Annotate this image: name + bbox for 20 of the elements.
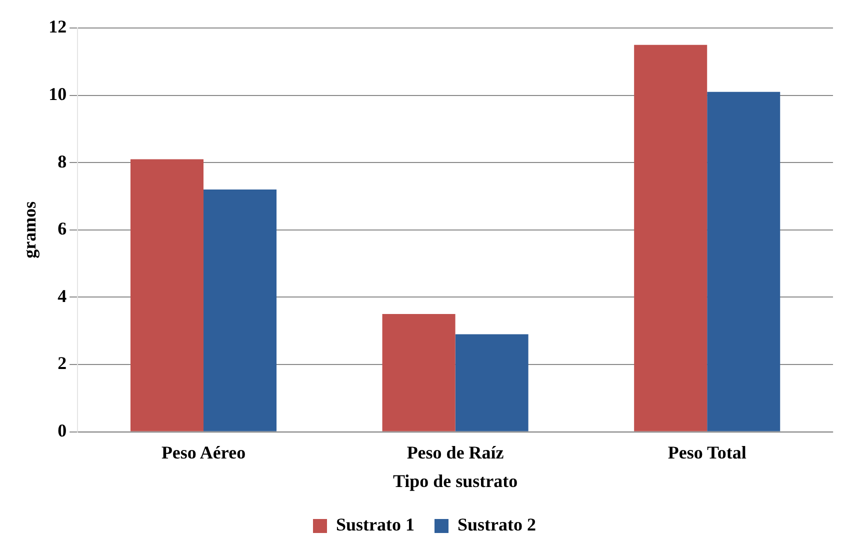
y-tick-label: 6 [58,218,67,239]
bar [204,190,277,432]
y-tick-label: 10 [48,84,67,104]
bar [455,334,528,432]
legend-label: Sustrato 2 [458,514,536,535]
bar [382,314,456,432]
bar [130,159,204,432]
y-tick-label: 4 [58,286,67,306]
x-tick-label: Peso Aéreo [161,442,246,462]
bar [707,92,780,432]
x-tick-label: Peso Total [668,442,746,462]
x-axis-title: Tipo de sustrato [392,470,518,491]
y-tick-label: 0 [58,420,67,440]
y-tick-label: 2 [58,353,67,374]
y-tick-label: 8 [58,151,67,172]
y-axis-title: gramos [19,201,40,258]
x-tick-label: Peso de Raíz [406,442,504,462]
legend-label: Sustrato 1 [336,514,415,535]
y-tick-label: 12 [48,16,67,37]
bar [634,44,708,432]
